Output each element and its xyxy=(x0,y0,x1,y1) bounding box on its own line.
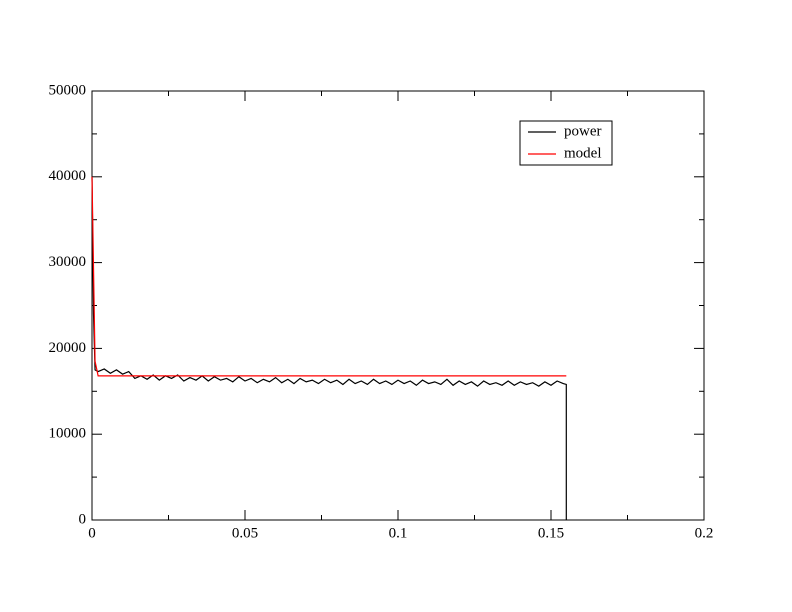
y-tick-label: 0 xyxy=(79,511,87,527)
legend-label: model xyxy=(564,145,602,161)
x-tick-label: 0.2 xyxy=(695,525,714,541)
y-tick-label: 40000 xyxy=(49,168,87,184)
x-tick-label: 0.05 xyxy=(232,525,258,541)
legend-box xyxy=(519,120,613,166)
x-tick-label: 0 xyxy=(88,525,96,541)
y-tick-label: 30000 xyxy=(49,254,87,270)
y-tick-label: 10000 xyxy=(49,426,87,442)
legend-label: power xyxy=(564,123,602,139)
series-line xyxy=(91,176,567,377)
y-tick-label: 20000 xyxy=(49,340,87,356)
y-tick-label: 50000 xyxy=(49,82,87,98)
x-tick-label: 0.15 xyxy=(538,525,564,541)
series-line xyxy=(91,176,567,520)
x-tick-label: 0.1 xyxy=(389,525,408,541)
